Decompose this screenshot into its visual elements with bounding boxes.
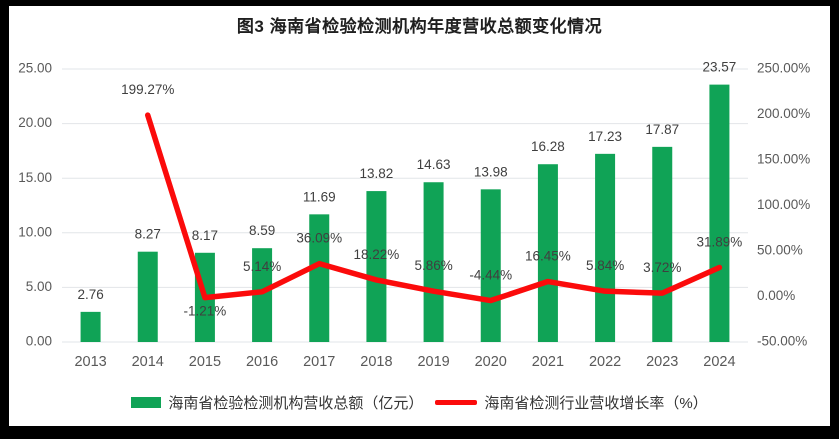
revenue-bar — [595, 153, 616, 342]
legend-bar-label: 海南省检验检测机构营收总额（亿元） — [168, 394, 424, 412]
growth-percent-label: 3.72% — [643, 260, 681, 275]
revenue-bar — [537, 164, 558, 342]
revenue-bar — [80, 311, 101, 342]
left-axis-tick-label: 10.00 — [18, 224, 52, 239]
revenue-bar — [309, 214, 330, 342]
growth-percent-label: 18.22% — [354, 247, 400, 262]
right-axis-tick-label: 250.00% — [757, 61, 810, 76]
chart-legend: 海南省检验检测机构营收总额（亿元） 海南省检测行业营收增长率（%） — [9, 391, 830, 413]
growth-percent-label: 5.84% — [586, 258, 624, 273]
x-axis-year-label: 2023 — [646, 354, 678, 370]
bar-value-label: 8.17 — [192, 228, 218, 243]
x-axis-year-label: 2017 — [303, 354, 335, 370]
x-axis-year-label: 2021 — [532, 354, 564, 370]
x-axis-year-label: 2024 — [703, 354, 735, 370]
x-axis-year-label: 2022 — [589, 354, 621, 370]
right-axis-tick-label: -50.00% — [757, 334, 807, 349]
growth-percent-label: -4.44% — [469, 268, 512, 283]
chart-canvas: 图3 海南省检验检测机构年度营收总额变化情况 25.00 20.00 15.00 10… — [9, 6, 830, 426]
left-axis-tick-label: 0.00 — [26, 334, 52, 349]
legend-line-swatch — [435, 399, 478, 405]
left-axis-tick-label: 25.00 — [18, 61, 52, 76]
growth-percent-label: 31.89% — [697, 234, 743, 249]
left-axis-tick-label: 5.00 — [26, 279, 52, 294]
x-axis-year-label: 2016 — [246, 354, 278, 370]
revenue-bar — [252, 248, 273, 342]
left-axis-tick-label: 20.00 — [18, 115, 52, 130]
growth-percent-label: 36.09% — [296, 231, 342, 246]
left-axis-tick-label: 15.00 — [18, 170, 52, 185]
bar-value-label: 17.23 — [588, 129, 622, 144]
revenue-bar — [366, 191, 387, 342]
combo-chart-plot: 25.00 20.00 15.00 10.00 5.00 0.00 250.00% 200.0… — [18, 60, 810, 370]
bar-value-label: 17.87 — [645, 122, 679, 137]
x-axis-year-label: 2020 — [475, 354, 507, 370]
right-axis-tick-label: 50.00% — [757, 243, 803, 258]
x-axis-year-label: 2013 — [74, 354, 106, 370]
x-axis-year-label: 2015 — [189, 354, 221, 370]
bar-value-label: 8.59 — [249, 223, 275, 238]
bar-value-label: 16.28 — [531, 139, 565, 154]
x-axis-year-label: 2014 — [132, 354, 164, 370]
growth-percent-label: 16.45% — [525, 249, 571, 264]
growth-line — [145, 112, 723, 304]
growth-percent-label: -1.21% — [184, 304, 227, 319]
revenue-bar — [652, 146, 673, 342]
bar-value-label: 8.27 — [135, 227, 161, 242]
revenue-bar — [137, 251, 158, 342]
growth-percent-label: 5.86% — [414, 258, 452, 273]
bar-value-label: 23.57 — [703, 60, 737, 75]
right-axis-tick-label: 200.00% — [757, 106, 810, 121]
revenue-bar — [423, 182, 444, 342]
right-axis-tick-label: 150.00% — [757, 152, 810, 167]
x-axis-year-label: 2019 — [417, 354, 449, 370]
right-axis-tick-label: 100.00% — [757, 197, 810, 212]
right-axis-tick-label: 0.00% — [757, 288, 795, 303]
revenue-bar — [709, 84, 730, 342]
legend-line-label: 海南省检测行业营收增长率（%） — [484, 394, 708, 412]
bar-value-label: 14.63 — [417, 157, 451, 172]
bar-value-label: 2.76 — [77, 287, 103, 302]
x-axis-year-label: 2018 — [360, 354, 392, 370]
legend-bar-swatch — [131, 396, 162, 408]
bar-value-label: 13.98 — [474, 164, 508, 179]
legend-item-revenue: 海南省检验检测机构营收总额（亿元） — [131, 392, 423, 413]
bar-value-label: 11.69 — [303, 189, 336, 204]
chart-title: 图3 海南省检验检测机构年度营收总额变化情况 — [236, 17, 603, 36]
growth-percent-label: 5.14% — [243, 259, 281, 274]
growth-percent-label: 199.27% — [121, 82, 174, 97]
legend-item-growth: 海南省检测行业营收增长率（%） — [435, 392, 708, 413]
bar-value-label: 13.82 — [360, 166, 394, 181]
revenue-bar — [480, 189, 501, 342]
